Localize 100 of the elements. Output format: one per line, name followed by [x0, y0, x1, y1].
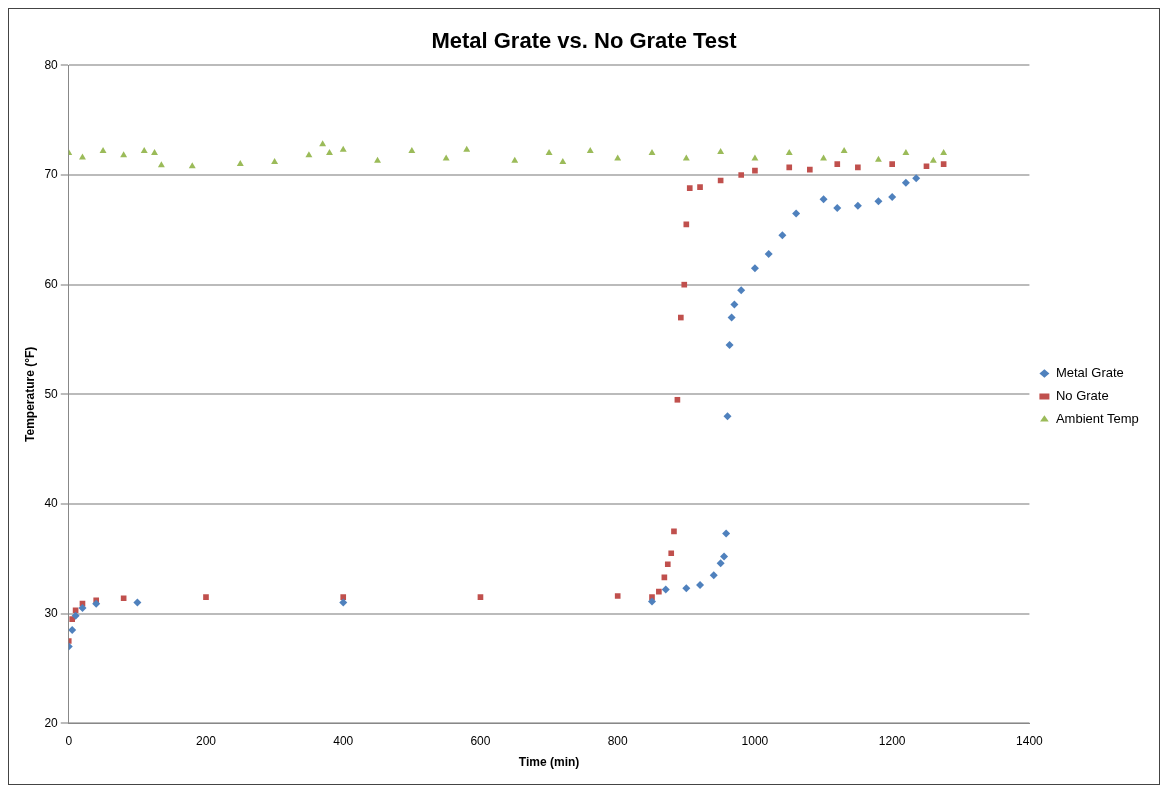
point — [339, 598, 348, 607]
legend-label: No Grate — [1055, 388, 1109, 404]
point — [656, 588, 662, 595]
point — [586, 146, 594, 153]
point — [738, 172, 745, 178]
point — [188, 162, 196, 169]
point — [614, 593, 621, 599]
point — [752, 167, 758, 174]
x-tick-label: 1000 — [741, 733, 769, 748]
y-tick-label: 40 — [44, 496, 59, 511]
point — [664, 561, 671, 568]
point — [157, 161, 165, 168]
x-axis-title: Time (min) — [518, 755, 580, 770]
point — [730, 300, 739, 309]
point — [68, 626, 77, 635]
point — [874, 197, 883, 206]
point — [940, 161, 947, 167]
point — [807, 166, 813, 173]
point — [686, 185, 693, 192]
point — [614, 154, 622, 161]
point — [442, 154, 450, 161]
point — [785, 149, 793, 156]
point — [559, 157, 567, 164]
point — [889, 161, 895, 167]
point — [648, 149, 656, 156]
point — [786, 164, 793, 171]
y-tick-label: 20 — [44, 715, 59, 730]
point — [727, 313, 736, 322]
y-tick-label: 70 — [44, 167, 59, 182]
x-tick-label: 600 — [470, 733, 491, 748]
point — [236, 160, 244, 167]
point — [140, 146, 148, 153]
point — [902, 149, 910, 156]
point — [681, 281, 688, 288]
point — [923, 163, 930, 170]
point — [853, 201, 862, 210]
point — [940, 149, 948, 156]
x-tick-label: 0 — [65, 733, 73, 748]
point — [408, 146, 416, 153]
x-tick-label: 400 — [333, 733, 354, 748]
point — [682, 584, 691, 593]
point — [683, 221, 690, 228]
y-tick-label: 60 — [44, 276, 59, 291]
point — [78, 604, 87, 613]
point — [750, 264, 759, 273]
point — [834, 161, 841, 167]
point — [671, 528, 677, 535]
point — [855, 164, 861, 171]
point — [717, 148, 725, 155]
point — [716, 559, 725, 568]
point — [678, 314, 684, 321]
point — [477, 594, 484, 600]
point — [92, 599, 101, 608]
point — [697, 184, 703, 190]
point — [120, 595, 127, 602]
point — [339, 145, 347, 152]
point — [72, 607, 79, 614]
point — [696, 581, 705, 590]
y-tick-label: 50 — [44, 386, 59, 401]
point — [203, 594, 209, 600]
point — [326, 149, 333, 156]
point — [792, 209, 801, 218]
point — [545, 149, 553, 156]
point — [709, 571, 718, 580]
point — [737, 286, 746, 295]
point — [833, 203, 842, 212]
point — [305, 151, 313, 158]
x-tick-label: 800 — [607, 733, 629, 748]
y-tick-label: 80 — [44, 57, 59, 72]
point — [648, 597, 657, 606]
point — [682, 154, 690, 161]
point — [819, 195, 828, 204]
point — [133, 598, 142, 607]
point — [929, 156, 937, 163]
x-tick-label: 1200 — [878, 733, 906, 748]
x-tick-label: 200 — [195, 733, 217, 748]
y-tick-label: 30 — [44, 605, 59, 620]
point — [888, 192, 897, 201]
point — [271, 157, 279, 164]
point — [722, 529, 731, 538]
legend-label: Ambient Temp — [1055, 411, 1139, 427]
point — [725, 340, 734, 349]
chart-title: Metal Grate vs. No Grate Test — [431, 28, 738, 54]
point — [374, 156, 381, 163]
point — [778, 231, 787, 240]
point — [71, 611, 80, 620]
point — [340, 594, 347, 600]
y-axis-title: Temperature (°F) — [22, 346, 37, 442]
point — [151, 149, 158, 156]
point — [751, 154, 759, 161]
point — [661, 585, 670, 594]
point — [720, 552, 729, 561]
point — [901, 178, 910, 187]
point — [511, 156, 519, 163]
point — [723, 412, 732, 421]
point — [840, 146, 848, 153]
legend-label: Metal Grate — [1055, 365, 1124, 381]
point — [668, 550, 675, 557]
point — [764, 249, 773, 258]
x-tick-label: 1400 — [1016, 733, 1044, 748]
